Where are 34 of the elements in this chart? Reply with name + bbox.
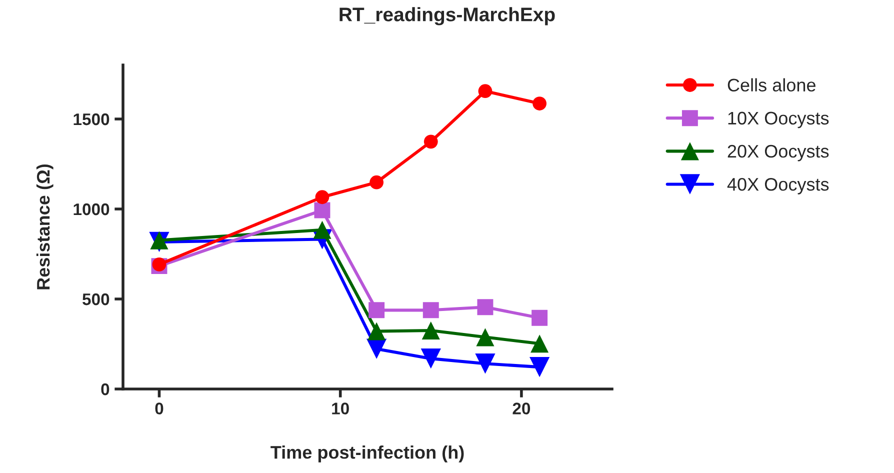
point: [368, 302, 385, 318]
point: [530, 334, 549, 353]
point: [422, 321, 440, 340]
point: [532, 96, 546, 110]
y-tick-label: 1500: [74, 113, 110, 126]
y-tick-label: 1000: [74, 203, 110, 216]
point: [315, 190, 330, 204]
legend-label: 20X Oocysts: [728, 144, 829, 162]
point: [476, 328, 494, 346]
x-tick-label: 20: [512, 402, 530, 414]
x-axis-title: Time post-infection (h): [270, 446, 464, 462]
chart-title: RT_readings-MarchExp: [340, 7, 555, 26]
point: [152, 257, 166, 272]
point: [420, 348, 441, 369]
point: [529, 356, 550, 378]
y-tick-label: 0: [101, 383, 110, 396]
y-axis-title: Resistance (Ω): [36, 164, 54, 290]
point: [477, 299, 494, 316]
x-tick-label: 0: [155, 402, 164, 414]
point: [478, 84, 492, 98]
point: [475, 354, 496, 374]
point: [314, 202, 330, 218]
point: [370, 175, 384, 190]
point: [532, 310, 548, 326]
point: [368, 322, 386, 340]
legend-label: Cells alone: [728, 78, 816, 92]
point: [422, 302, 439, 318]
legend-label: 10X Oocysts: [728, 112, 829, 128]
x-tick-label: 10: [332, 402, 349, 414]
point: [313, 220, 332, 239]
legend-label: 40X Oocysts: [727, 178, 829, 194]
point: [424, 134, 438, 149]
point: [366, 338, 387, 359]
y-tick-label: 500: [82, 293, 110, 306]
